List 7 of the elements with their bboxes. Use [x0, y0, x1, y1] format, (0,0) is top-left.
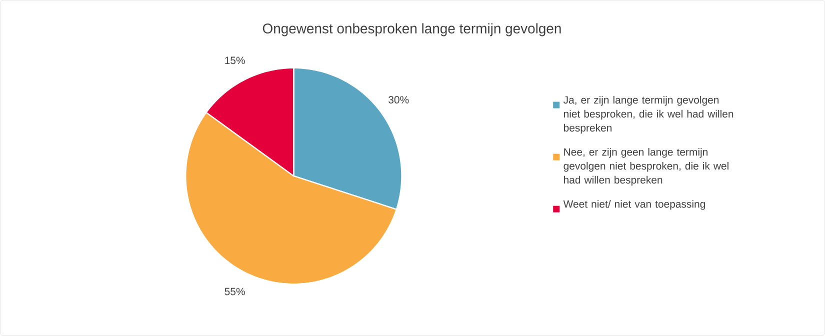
- data-label: 15%: [225, 56, 245, 64]
- legend-label: Nee, er zijn geen lange termijn gevolgen niet besproken, die ik wel had willen bespreken: [564, 148, 728, 186]
- data-label: 30%: [388, 96, 409, 104]
- data-label: 55%: [224, 288, 245, 296]
- legend-label: Weet niet/ niet van toepassing: [563, 200, 705, 210]
- legend-label: Ja, er zijn lange termijn gevolgen niet besproken, die ik wel had willen bespreken: [563, 96, 734, 134]
- chart-title: Ongewenst onbesproken lange termijn gevolgen: [262, 23, 561, 36]
